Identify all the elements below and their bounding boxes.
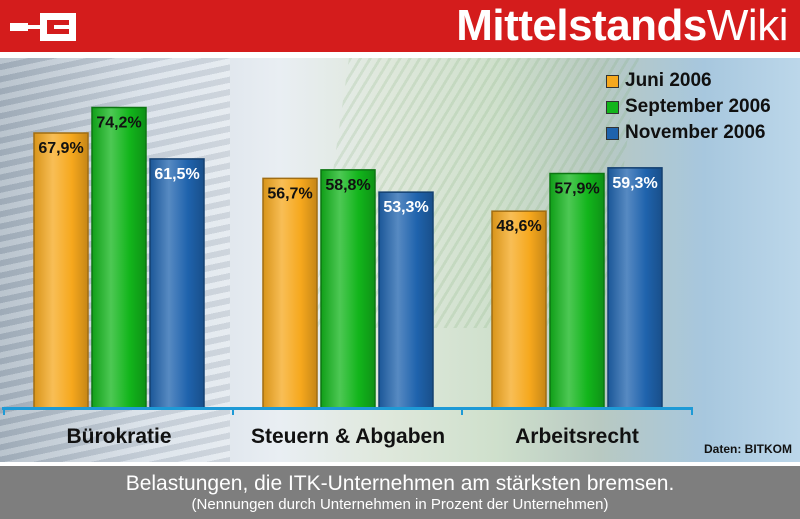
brand-name-bold: Mittelstands bbox=[456, 1, 707, 50]
caption: Belastungen, die ITK-Unternehmen am stär… bbox=[0, 466, 800, 519]
legend-label-2: November 2006 bbox=[625, 122, 766, 143]
x-axis: Bürokratie Steuern & Abgaben Arbeitsrecht bbox=[2, 407, 693, 448]
bar-value-label-0-0: 67,9% bbox=[38, 140, 83, 157]
x-axis-tick-1 bbox=[232, 407, 234, 415]
legend-item-0: Juni 2006 bbox=[606, 68, 800, 94]
bar-0-0 bbox=[33, 132, 89, 409]
legend: Juni 2006 September 2006 November 2006 bbox=[606, 68, 800, 146]
x-axis-line bbox=[2, 407, 692, 410]
chart-area: 67,9% 74,2% 61,5% 56,7% 58,8% 53,3% 48,6% 57,9%… bbox=[0, 58, 800, 462]
legend-swatch-2 bbox=[606, 126, 619, 140]
header-banner: MittelstandsWiki bbox=[0, 0, 800, 52]
brand-name-light: Wiki bbox=[706, 1, 789, 50]
bar-value-label-1-0: 56,7% bbox=[267, 185, 312, 202]
bar-1-1 bbox=[320, 169, 376, 409]
x-axis-tick-3 bbox=[691, 407, 693, 415]
bar-chart: 67,9% 74,2% 61,5% 56,7% 58,8% 53,3% 48,6% 57,9%… bbox=[2, 106, 693, 448]
mittelstandswiki-logo-icon bbox=[10, 13, 76, 41]
category-label-1: Steuern & Abgaben bbox=[251, 425, 445, 448]
bar-2-1 bbox=[549, 172, 605, 409]
x-axis-tick-2 bbox=[461, 407, 463, 415]
legend-swatch-1 bbox=[606, 100, 619, 114]
category-label-0: Bürokratie bbox=[66, 425, 171, 448]
legend-label-1: September 2006 bbox=[625, 96, 771, 117]
bar-2-0 bbox=[491, 210, 547, 409]
bar-value-label-1-1: 58,8% bbox=[325, 177, 370, 194]
bar-value-label-2-2: 59,3% bbox=[612, 175, 657, 192]
bars-layer: 67,9% 74,2% 61,5% 56,7% 58,8% 53,3% 48,6% 57,9%… bbox=[33, 106, 663, 409]
data-source: Daten: BITKOM bbox=[704, 442, 792, 456]
bar-1-0 bbox=[262, 177, 318, 409]
caption-subtitle: (Nennungen durch Unternehmen in Prozent … bbox=[191, 496, 609, 513]
legend-item-1: September 2006 bbox=[606, 94, 800, 120]
bar-0-2 bbox=[149, 158, 205, 409]
bar-0-1 bbox=[91, 106, 147, 409]
bar-1-2 bbox=[378, 191, 434, 409]
legend-item-2: November 2006 bbox=[606, 120, 800, 146]
x-axis-tick-0 bbox=[3, 407, 5, 415]
bar-value-label-1-2: 53,3% bbox=[383, 199, 428, 216]
legend-label-0: Juni 2006 bbox=[625, 70, 712, 91]
caption-title: Belastungen, die ITK-Unternehmen am stär… bbox=[125, 472, 675, 495]
bar-value-label-2-1: 57,9% bbox=[554, 181, 599, 198]
bar-2-2 bbox=[607, 167, 663, 409]
brand-name: MittelstandsWiki bbox=[456, 2, 788, 50]
legend-swatch-0 bbox=[606, 74, 619, 88]
bar-value-label-0-2: 61,5% bbox=[154, 166, 199, 183]
bar-value-label-0-1: 74,2% bbox=[96, 114, 141, 131]
category-label-2: Arbeitsrecht bbox=[515, 425, 639, 448]
bar-value-label-2-0: 48,6% bbox=[496, 218, 541, 235]
